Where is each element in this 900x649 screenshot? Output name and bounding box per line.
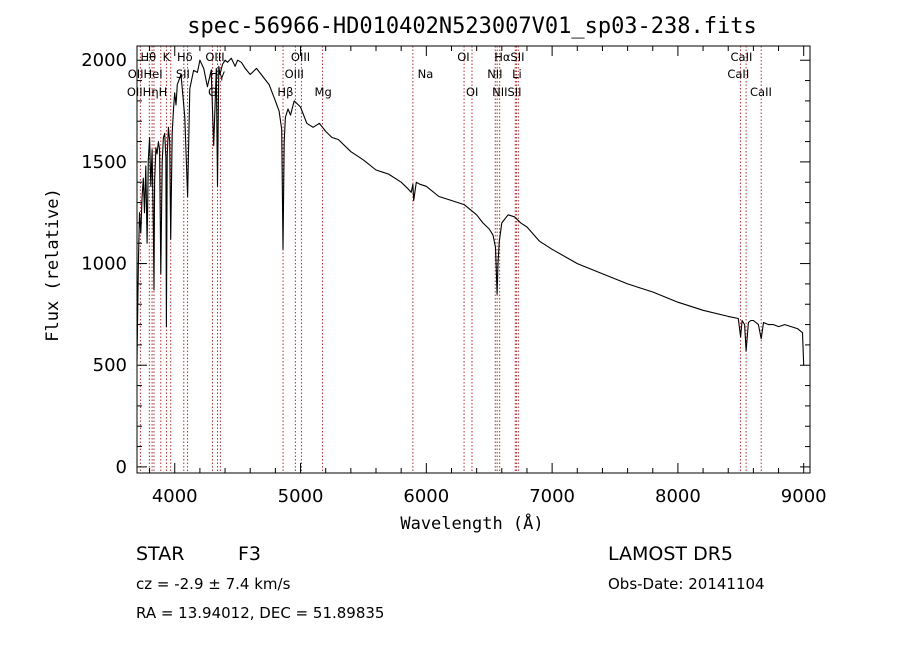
- y-tick-label: 1000: [81, 254, 127, 275]
- x-tick-label: 6000: [403, 486, 449, 507]
- x-tick-label: 4000: [152, 486, 198, 507]
- plot-frame: [136, 45, 811, 474]
- line-label: Mg: [315, 85, 332, 99]
- line-label: CaII: [727, 67, 749, 81]
- y-tick-label: 0: [116, 457, 127, 478]
- coordinates: RA = 13.94012, DEC = 51.89835: [136, 604, 385, 622]
- line-label: OIIHeI: [128, 67, 163, 81]
- line-label: OIII: [291, 50, 310, 64]
- y-axis: 0 500 1000 1500 2000: [81, 50, 810, 478]
- line-label: HαSII: [494, 50, 524, 64]
- x-axis: 4000 5000 6000 7000 8000 9000: [149, 46, 827, 507]
- line-label: Hδ: [177, 50, 193, 64]
- line-label: SII: [176, 67, 190, 81]
- x-tick-label: 5000: [278, 486, 324, 507]
- y-tick-label: 1500: [81, 152, 127, 173]
- line-label: Hβ: [277, 85, 293, 99]
- x-tick-label: 9000: [781, 486, 827, 507]
- x-axis-label: Wavelength (Å): [400, 512, 543, 534]
- x-tick-label: 8000: [655, 486, 701, 507]
- line-label: CaII: [731, 50, 753, 64]
- velocity-readout: cz = -2.9 ± 7.4 km/s: [136, 575, 291, 593]
- spectral-subclass: F3: [238, 543, 262, 565]
- line-label: NII: [487, 67, 502, 81]
- spectrum-series: [136, 57, 805, 366]
- line-label: OI: [457, 50, 469, 64]
- obs-date: Obs-Date: 20141104: [608, 575, 765, 593]
- y-tick-label: 2000: [81, 50, 127, 71]
- line-label: OIIHηH: [127, 85, 167, 99]
- y-tick-label: 500: [93, 355, 127, 376]
- line-label-group: Hθ K Hδ OIII OIII OI HαSII CaII OIIHeI SII Hγ OIII N…: [127, 50, 772, 99]
- y-axis-label: Flux (relative): [43, 188, 63, 342]
- line-label: Li: [512, 67, 522, 81]
- line-label: Hγ: [210, 67, 226, 81]
- line-label: CaII: [750, 85, 772, 99]
- line-label: OIII: [285, 67, 304, 81]
- line-label: Hθ: [140, 50, 156, 64]
- line-label: OIII: [205, 50, 224, 64]
- x-tick-label: 7000: [529, 486, 575, 507]
- line-label: Na: [418, 67, 434, 81]
- line-label: OI: [466, 85, 478, 99]
- survey-name: LAMOST DR5: [608, 543, 733, 565]
- chart-title: spec-56966-HD010402N523007V01_sp03-238.f…: [187, 14, 757, 39]
- line-label: G: [208, 85, 217, 99]
- line-label: NIISII: [492, 85, 521, 99]
- spectrum-line-0: [136, 57, 805, 366]
- line-marker-group: [139, 46, 762, 473]
- line-label: K: [163, 50, 171, 64]
- object-type: STAR: [136, 543, 185, 565]
